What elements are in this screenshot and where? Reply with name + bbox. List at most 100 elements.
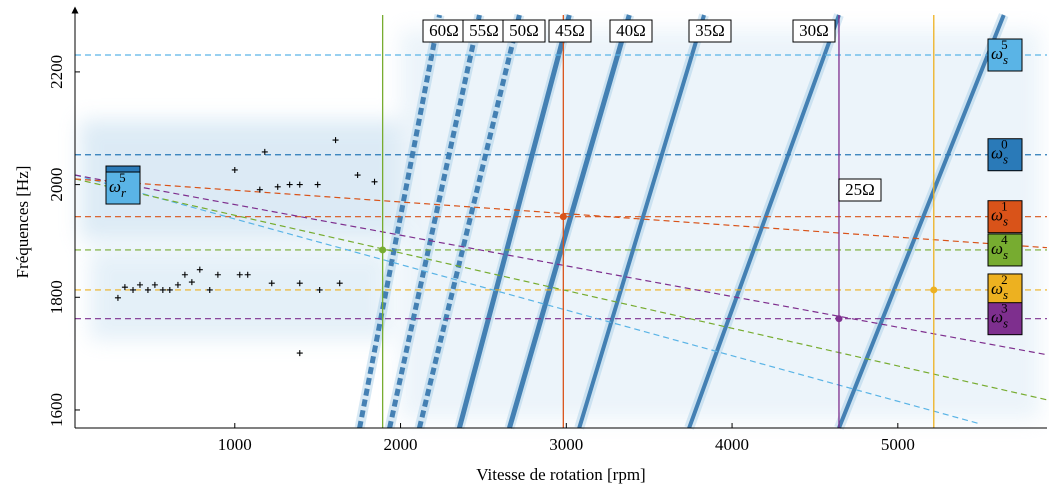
marker xyxy=(130,286,137,293)
marker xyxy=(236,271,243,278)
ridge-label: 40Ω xyxy=(616,21,646,40)
x-tick-label: 3000 xyxy=(549,435,583,454)
legend-box xyxy=(987,233,1023,267)
marker xyxy=(314,181,321,188)
symbol-sub: s xyxy=(1003,287,1008,302)
operating-point xyxy=(559,213,567,221)
ridge-label: 25Ω xyxy=(845,180,875,199)
ridge xyxy=(507,14,632,429)
ridge xyxy=(417,14,522,429)
symbol-label: ωs0 xyxy=(991,137,1008,167)
ridge xyxy=(456,14,572,429)
ridge-label-box xyxy=(688,19,732,43)
y-tick-label: 2200 xyxy=(47,55,66,89)
marker xyxy=(371,178,378,185)
symbol: ω xyxy=(991,206,1003,225)
marker xyxy=(286,181,293,188)
symbol: ω xyxy=(109,177,121,196)
plot-area xyxy=(354,13,1009,430)
y-tick-label: 1800 xyxy=(47,280,66,314)
marker xyxy=(231,166,238,173)
symbol-sup: 2 xyxy=(1001,272,1008,287)
marker xyxy=(316,286,323,293)
ridge-label: 50Ω xyxy=(509,21,539,40)
symbol-sup: 5 xyxy=(1001,37,1008,52)
rotor-curve xyxy=(74,174,1048,356)
symbol: ω xyxy=(991,239,1003,258)
ridge xyxy=(357,14,442,429)
symbol-sub: r xyxy=(121,185,127,200)
marker xyxy=(136,281,143,288)
marker xyxy=(261,148,268,155)
ridge xyxy=(387,14,482,429)
ridge-label-box xyxy=(792,19,836,43)
marker xyxy=(296,350,303,357)
symbol-sub: s xyxy=(1003,214,1008,229)
legend-box xyxy=(987,200,1023,234)
marker xyxy=(196,266,203,273)
rotor-label-box xyxy=(105,171,141,205)
ridge-label-box xyxy=(548,19,592,43)
background-haze xyxy=(80,30,1040,420)
marker xyxy=(181,271,188,278)
symbol-sup: 4 xyxy=(1001,232,1008,247)
legend-box xyxy=(987,38,1023,72)
y-tick-label: 1600 xyxy=(47,393,66,427)
marker xyxy=(244,271,251,278)
symbol-sup: 5 xyxy=(119,170,126,185)
operating-point xyxy=(930,286,938,294)
symbol-label: ωs2 xyxy=(991,272,1008,302)
legend-box xyxy=(987,302,1023,336)
ridge-label: 60Ω xyxy=(429,21,459,40)
marker xyxy=(121,284,128,291)
symbol-label: ωr5 xyxy=(109,170,127,200)
marker xyxy=(296,181,303,188)
marker xyxy=(336,280,343,287)
legend-box xyxy=(987,138,1023,172)
ridge-label: 35Ω xyxy=(695,21,725,40)
x-tick-label: 5000 xyxy=(881,435,915,454)
marker xyxy=(256,186,263,193)
symbol-label: ωs3 xyxy=(991,301,1008,331)
symbol: ω xyxy=(991,308,1003,327)
symbol-sup: 1 xyxy=(1001,199,1008,214)
rotor-curve xyxy=(74,174,981,425)
marker xyxy=(166,286,173,293)
marker xyxy=(151,281,158,288)
x-axis-label: Vitesse de rotation [rpm] xyxy=(476,465,645,484)
marker xyxy=(332,137,339,144)
ridge-label-box xyxy=(609,19,653,43)
x-tick-label: 2000 xyxy=(384,435,418,454)
symbol-label: ωs1 xyxy=(991,199,1008,229)
symbol: ω xyxy=(991,279,1003,298)
marker xyxy=(188,279,195,286)
operating-point xyxy=(379,246,387,254)
y-tick-label: 2000 xyxy=(47,168,66,202)
ridge xyxy=(577,14,706,429)
x-tick-label: 1000 xyxy=(218,435,252,454)
symbol-sup: 0 xyxy=(1001,137,1008,152)
marker xyxy=(268,280,275,287)
rotor-curve xyxy=(74,178,1048,249)
symbol: ω xyxy=(991,44,1003,63)
rotor-curve xyxy=(74,178,1048,401)
x-tick-label: 4000 xyxy=(715,435,749,454)
marker xyxy=(214,271,221,278)
symbol-label: ωs5 xyxy=(991,37,1008,67)
marker xyxy=(274,183,281,190)
marker xyxy=(354,172,361,179)
ridge-label: 30Ω xyxy=(799,21,829,40)
ridge-label: 45Ω xyxy=(555,21,585,40)
symbol-sup: 3 xyxy=(1001,301,1008,316)
operating-point xyxy=(835,315,843,323)
marker xyxy=(296,280,303,287)
symbol-sub: s xyxy=(1003,316,1008,331)
ridge xyxy=(687,14,841,429)
symbol-sub: s xyxy=(1003,152,1008,167)
marker xyxy=(144,286,151,293)
marker xyxy=(174,281,181,288)
y-axis-label: Fréquences [Hz] xyxy=(13,166,32,279)
ridge-label: 55Ω xyxy=(469,21,499,40)
marker xyxy=(206,286,213,293)
